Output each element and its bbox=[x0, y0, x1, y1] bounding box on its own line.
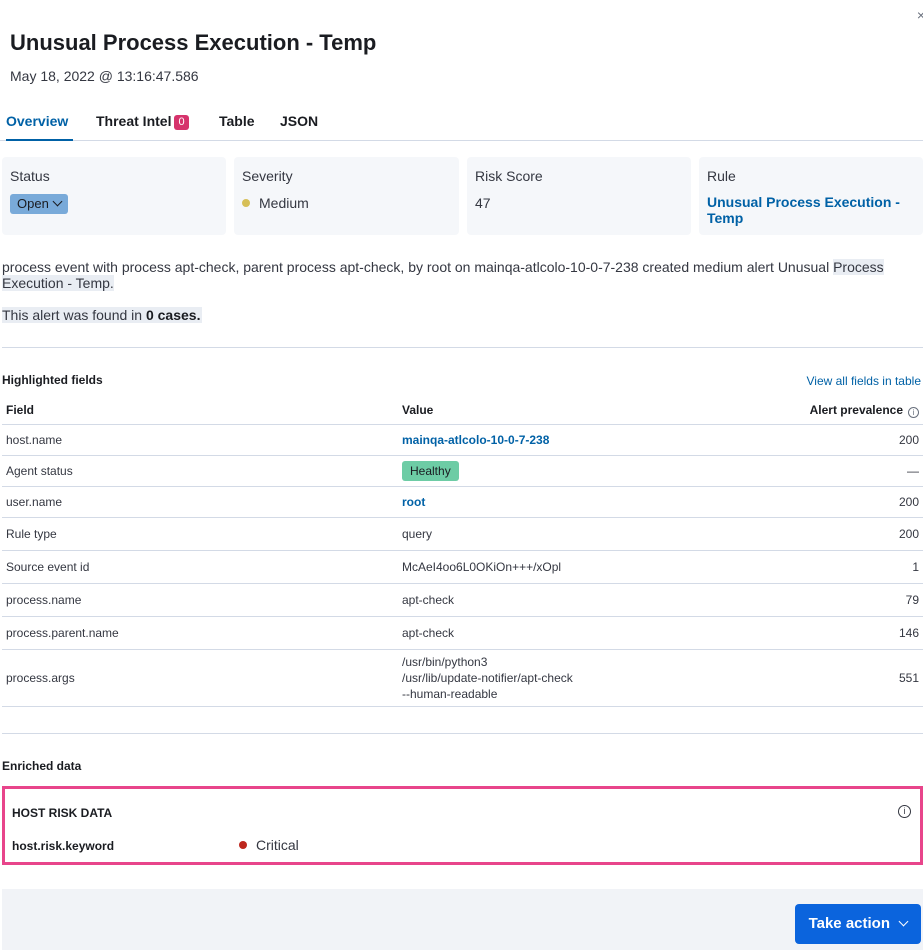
table-row: host.name mainqa-atlcolo-10-0-7-238 200 bbox=[2, 424, 923, 456]
table-row: process.args /usr/bin/python3 /usr/lib/u… bbox=[2, 649, 923, 707]
status-dropdown[interactable]: Open bbox=[10, 194, 68, 214]
field-name: Source event id bbox=[2, 550, 398, 584]
host-name-link[interactable]: mainqa-atlcolo-10-0-7-238 bbox=[402, 432, 550, 447]
process-arg-line: /usr/bin/python3 bbox=[402, 654, 488, 669]
status-value: Open bbox=[17, 196, 49, 211]
threat-intel-count-badge: 0 bbox=[174, 115, 189, 130]
field-name: process.parent.name bbox=[2, 616, 398, 650]
host-risk-panel: HOST RISK DATA i host.risk.keyword Criti… bbox=[2, 786, 923, 865]
table-row: Rule type query 200 bbox=[2, 517, 923, 551]
user-name-link[interactable]: root bbox=[402, 494, 426, 509]
cases-count: 0 cases. bbox=[145, 307, 201, 323]
highlighted-fields-table: Field Value Alert prevalence i host.name … bbox=[2, 397, 923, 707]
risk-score-value: 47 bbox=[475, 195, 491, 211]
chevron-down-icon bbox=[52, 196, 63, 207]
summary-text-part: process event with process apt-check, pa… bbox=[2, 259, 834, 275]
alert-reason-summary: process event with process apt-check, pa… bbox=[2, 259, 912, 291]
field-name: process.name bbox=[2, 583, 398, 617]
field-name: user.name bbox=[2, 486, 398, 518]
host-risk-value-label: Critical bbox=[256, 837, 299, 853]
flyout-tabs: Overview Threat Intel 0 Table JSON bbox=[0, 104, 923, 141]
field-prevalence[interactable]: 200 bbox=[723, 486, 923, 518]
column-header-prevalence-label: Alert prevalence bbox=[809, 402, 903, 417]
rule-card: Rule Unusual Process Execution - Temp bbox=[699, 157, 923, 235]
field-prevalence[interactable]: 200 bbox=[723, 424, 923, 456]
tab-overview[interactable]: Overview bbox=[6, 104, 73, 141]
column-header-value: Value bbox=[398, 397, 723, 425]
chevron-down-icon bbox=[898, 916, 909, 927]
severity-card-title: Severity bbox=[242, 168, 293, 184]
host-risk-title: HOST RISK DATA bbox=[12, 806, 113, 820]
rule-card-title: Rule bbox=[707, 168, 736, 184]
field-value: Healthy bbox=[398, 455, 723, 487]
severity-dot-icon bbox=[242, 199, 250, 207]
tab-label: JSON bbox=[280, 113, 319, 129]
field-name: process.args bbox=[2, 649, 398, 707]
field-value: query bbox=[398, 517, 723, 551]
alert-title: Unusual Process Execution - Temp bbox=[10, 30, 377, 55]
tab-table[interactable]: Table bbox=[219, 104, 255, 141]
highlighted-fields-title: Highlighted fields bbox=[2, 373, 103, 387]
tab-json[interactable]: JSON bbox=[280, 104, 318, 141]
flyout-footer: Take action bbox=[2, 889, 923, 950]
table-row: Source event id McAeI4oo6L0OKiOn+++/xOpl… bbox=[2, 550, 923, 584]
agent-status-badge: Healthy bbox=[402, 460, 459, 481]
field-prevalence[interactable]: 200 bbox=[723, 517, 923, 551]
take-action-label: Take action bbox=[808, 915, 890, 932]
severity-value: Medium bbox=[242, 195, 451, 211]
field-value[interactable]: root bbox=[398, 486, 723, 518]
risk-score-card: Risk Score 47 bbox=[467, 157, 691, 235]
tab-threat-intel[interactable]: Threat Intel 0 bbox=[96, 104, 189, 141]
risk-score-card-title: Risk Score bbox=[475, 168, 543, 184]
field-value: apt-check bbox=[398, 583, 723, 617]
field-value: McAeI4oo6L0OKiOn+++/xOpl bbox=[398, 550, 723, 584]
cases-prefix: This alert was found in bbox=[2, 307, 146, 323]
field-value: /usr/bin/python3 /usr/lib/update-notifie… bbox=[398, 649, 723, 707]
tab-label: Overview bbox=[6, 113, 69, 129]
field-prevalence: — bbox=[723, 455, 923, 487]
field-prevalence[interactable]: 551 bbox=[723, 649, 923, 707]
host-risk-value: Critical bbox=[239, 837, 299, 853]
column-header-field: Field bbox=[2, 397, 398, 425]
table-row: process.parent.name apt-check 146 bbox=[2, 616, 923, 650]
field-prevalence[interactable]: 1 bbox=[723, 550, 923, 584]
column-header-prevalence: Alert prevalence i bbox=[723, 397, 923, 425]
take-action-button[interactable]: Take action bbox=[794, 904, 921, 944]
field-name: host.name bbox=[2, 424, 398, 456]
field-prevalence[interactable]: 79 bbox=[723, 583, 923, 617]
table-row: Agent status Healthy — bbox=[2, 455, 923, 487]
tab-label: Threat Intel bbox=[96, 113, 172, 129]
rule-link[interactable]: Unusual Process Execution - Temp bbox=[707, 194, 900, 226]
field-value: apt-check bbox=[398, 616, 723, 650]
info-icon[interactable]: i bbox=[898, 805, 911, 818]
related-cases-text: This alert was found in 0 cases. bbox=[2, 307, 203, 323]
field-name: Rule type bbox=[2, 517, 398, 551]
info-icon[interactable]: i bbox=[908, 406, 919, 418]
enriched-data-title: Enriched data bbox=[2, 759, 82, 773]
field-prevalence[interactable]: 146 bbox=[723, 616, 923, 650]
status-card-title: Status bbox=[10, 168, 50, 184]
field-value[interactable]: mainqa-atlcolo-10-0-7-238 bbox=[398, 424, 723, 456]
process-arg-line: --human-readable bbox=[402, 686, 498, 701]
alert-timestamp: May 18, 2022 @ 13:16:47.586 bbox=[10, 68, 199, 84]
field-name: Agent status bbox=[2, 455, 398, 487]
view-all-fields-link[interactable]: View all fields in table bbox=[806, 374, 921, 388]
close-icon[interactable]: × bbox=[916, 7, 923, 23]
critical-dot-icon bbox=[239, 841, 247, 849]
table-row: user.name root 200 bbox=[2, 486, 923, 518]
host-risk-key: host.risk.keyword bbox=[12, 839, 115, 853]
table-header-row: Field Value Alert prevalence i bbox=[2, 397, 923, 425]
divider bbox=[2, 347, 923, 348]
process-arg-line: /usr/lib/update-notifier/apt-check bbox=[402, 670, 573, 685]
status-card: Status Open bbox=[2, 157, 226, 235]
severity-label: Medium bbox=[259, 195, 309, 211]
severity-card: Severity Medium bbox=[234, 157, 459, 235]
table-row: process.name apt-check 79 bbox=[2, 583, 923, 617]
tab-label: Table bbox=[219, 113, 255, 129]
divider bbox=[2, 733, 923, 734]
